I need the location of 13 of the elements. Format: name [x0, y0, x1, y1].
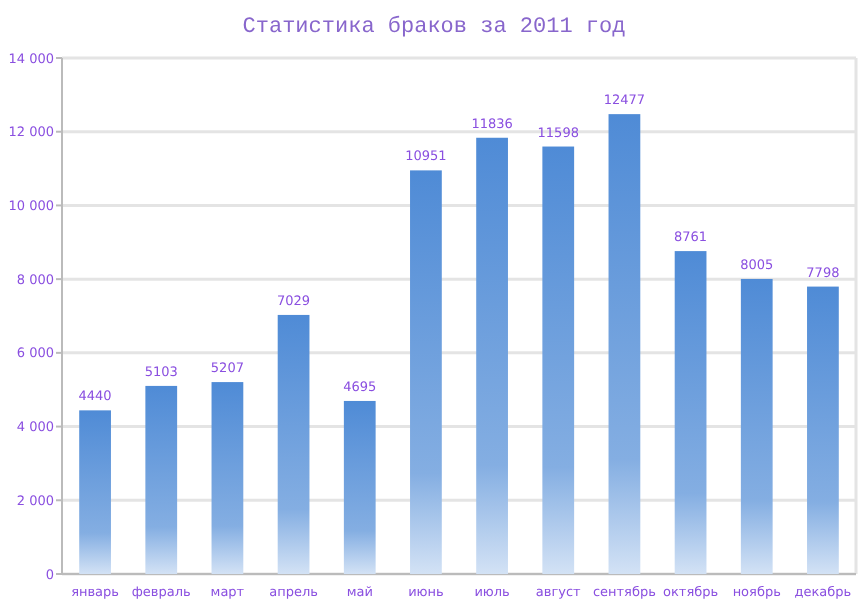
- bar: [674, 251, 707, 574]
- chart-title: Статистика браков за 2011 год: [242, 14, 627, 40]
- bar: [79, 410, 111, 574]
- bar: [476, 137, 508, 574]
- bar: [740, 278, 773, 574]
- bar: [410, 170, 442, 574]
- bar: [807, 286, 839, 574]
- bar: [542, 146, 575, 574]
- bar: [145, 385, 178, 574]
- bar: [608, 114, 641, 574]
- bar: [343, 400, 376, 574]
- bar: [277, 314, 310, 574]
- bar: [211, 382, 244, 574]
